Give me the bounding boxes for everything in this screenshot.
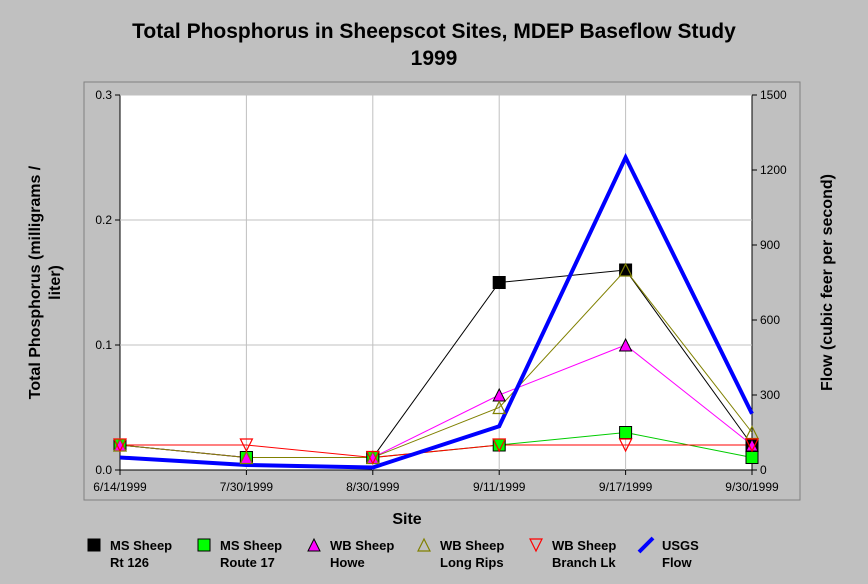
x-tick-label: 9/11/1999 [473,480,526,494]
y-tick-label: 0.0 [95,463,112,477]
data-point [745,438,759,453]
x-tick-label: 9/17/1999 [599,480,653,494]
chart-title: Total Phosphorus in Sheepscot Sites, MDE… [132,20,736,43]
y2-axis-title: Flow (cubic feer per second) [819,174,836,391]
data-point [492,276,506,289]
y2-tick-label: 1200 [760,163,787,177]
y-axis-title: Total Phosphorus (milligrams / [27,165,44,399]
chart-subtitle: 1999 [411,47,458,70]
legend-label: USGS [662,538,699,553]
legend-item: MS Sheep Rt 126 [87,538,172,570]
legend-swatch [529,538,543,553]
series-line-3 [119,269,753,458]
data-point [492,400,507,415]
x-tick-label: 8/30/1999 [346,480,400,494]
data-point [618,262,633,277]
data-point [618,337,633,352]
data-point [239,450,254,465]
y2-tick-label: 600 [760,313,780,327]
y-tick-label: 0.2 [95,213,112,227]
legend-label: MS Sheep [110,538,172,553]
legend-item: WB Sheep Branch Lk [529,538,616,570]
legend-item: WB Sheep Howe [307,537,394,570]
legend: MS Sheep Rt 126 MS Sheep Route 17 WB Sheep Ho… [87,536,699,570]
legend-item: WB Sheep Long Rips [417,537,504,570]
x-axis-title: Site [392,511,421,528]
legend-item: MS Sheep Route 17 [197,538,282,570]
y-axis-title-line2: liter) [47,265,64,300]
data-point [492,438,507,453]
legend-label: MS Sheep [220,538,282,553]
legend-swatch [87,538,101,552]
legend-line-swatch [637,536,655,554]
grid-lines [120,94,752,470]
plot-area [119,94,753,471]
legend-item: USGS Flow [637,536,699,570]
data-point [619,263,633,277]
chart-frame [83,81,801,501]
legend-swatch [197,538,211,552]
data-point [619,426,633,439]
legend-label: WB Sheep [440,538,504,553]
data-point [492,438,506,452]
data-point [239,438,254,453]
y-tick-label: 0.1 [95,338,112,352]
legend-label: Route 17 [220,555,275,570]
legend-label: Howe [330,555,365,570]
y2-tick-label: 0 [760,463,767,477]
data-point [113,438,127,453]
axes: 0.0 0.1 0.2 0.3 0 300 600 900 1200 1500 6/14/1999 7… [93,88,787,494]
legend-label: Rt 126 [110,555,149,570]
series-line-4 [120,444,752,459]
y2-tick-label: 900 [760,238,780,252]
legend-label: Long Rips [440,555,504,570]
y-tick-label: 0.3 [95,88,112,102]
data-point [618,438,633,453]
x-tick-label: 7/30/1999 [220,480,274,494]
legend-label: WB Sheep [552,538,616,553]
data-point [745,451,759,464]
x-tick-label: 9/30/1999 [725,480,779,494]
legend-swatch [307,537,321,552]
legend-label: Branch Lk [552,555,616,570]
y2-tick-label: 300 [760,388,780,402]
data-point [365,450,380,465]
markers [113,262,759,465]
legend-swatch [417,537,431,552]
y2-tick-label: 1500 [760,88,787,102]
legend-label: WB Sheep [330,538,394,553]
x-tick-label: 6/14/1999 [93,480,147,494]
series [119,152,754,470]
legend-label: Flow [662,555,692,570]
series-line-5 [119,152,754,470]
